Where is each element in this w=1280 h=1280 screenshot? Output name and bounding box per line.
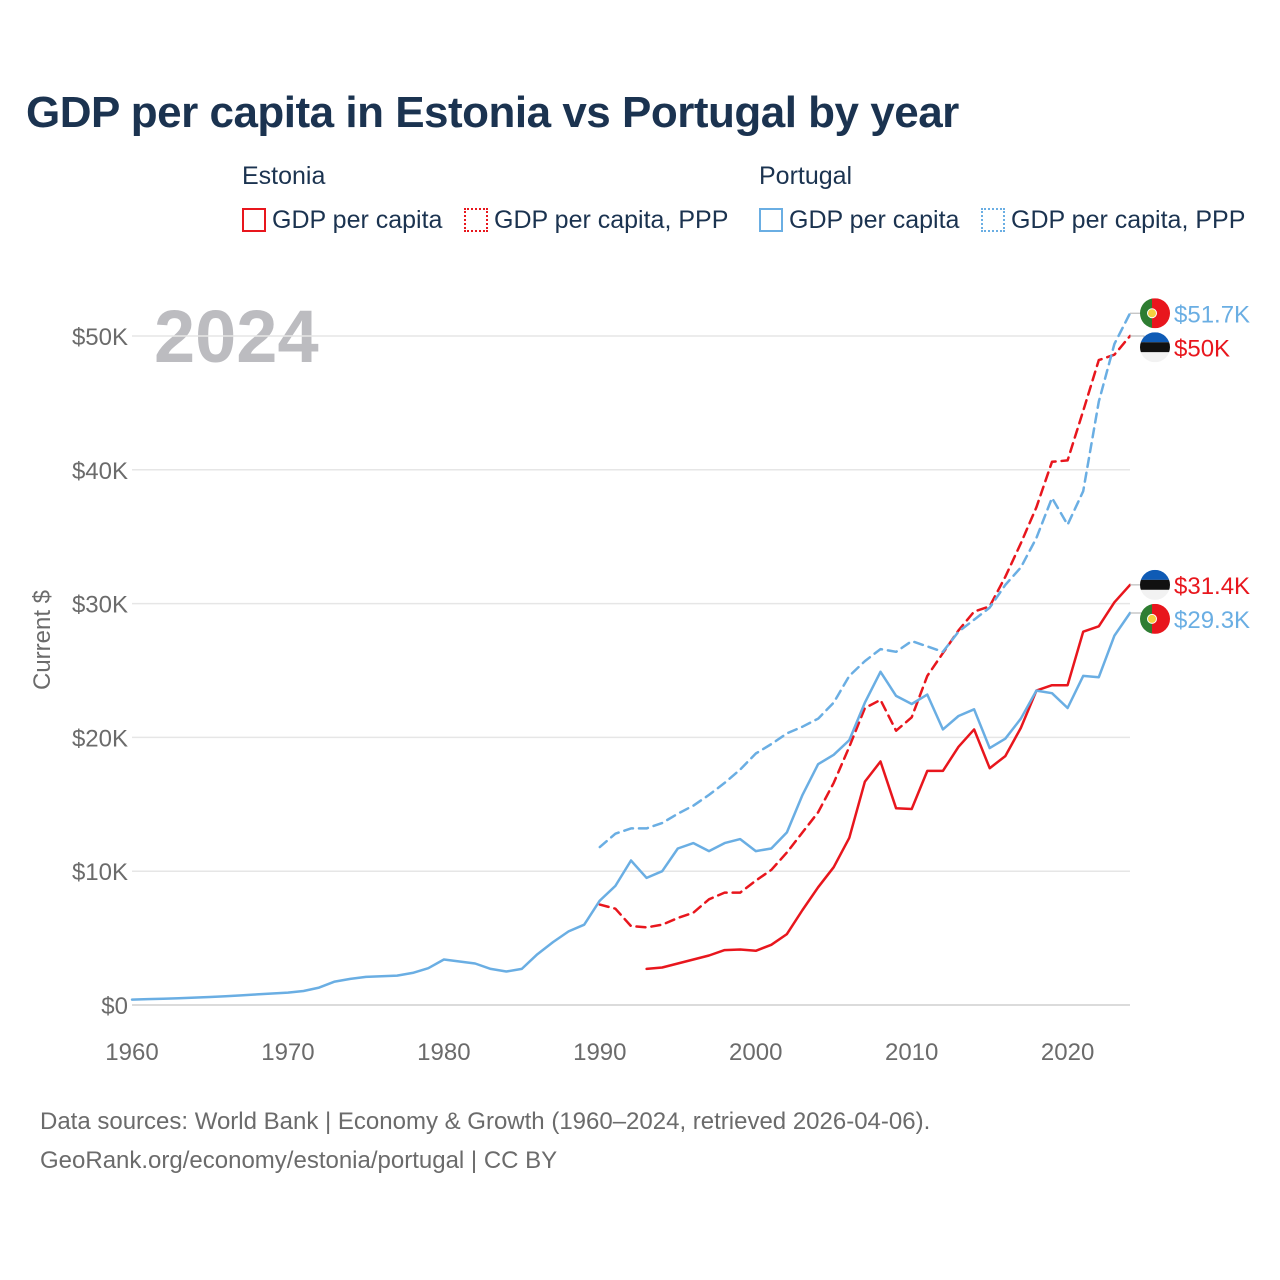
legend-item-estonia-gdp[interactable]: GDP per capita (242, 204, 442, 236)
flag-band-blue (1140, 332, 1170, 343)
flag-emblem (1147, 308, 1157, 319)
legend-item-portugal-ppp[interactable]: GDP per capita, PPP (981, 204, 1245, 236)
y-tick-label: $40K (72, 458, 128, 485)
x-tick-label: 1960 (105, 1039, 158, 1066)
flag-estonia-icon (1140, 569, 1170, 600)
x-tick-label: 2010 (885, 1039, 938, 1066)
flag-portugal-icon (1140, 298, 1170, 329)
flag-band-black (1140, 342, 1170, 353)
flag-portugal-icon (1140, 603, 1170, 634)
series-line (645, 583, 1132, 971)
line-chart: 2024 Current $ $0$10K$20K$30K$40K$50K 19… (29, 295, 1250, 1066)
y-tick-label: $30K (72, 592, 128, 619)
flag-band-green (1140, 603, 1152, 634)
chart-title: GDP per capita in Estonia vs Portugal by… (26, 88, 959, 137)
legend-label: GDP per capita (789, 205, 960, 234)
end-value-label: $29.3K (1174, 607, 1250, 634)
legend-swatch-dotted-red (464, 208, 488, 232)
y-tick-label: $10K (72, 859, 128, 886)
flag-band-white (1140, 589, 1170, 600)
series-line (598, 334, 1132, 929)
flag-estonia-icon (1140, 332, 1170, 363)
end-value-label: $31.4K (1174, 573, 1250, 600)
x-tick-label: 1980 (417, 1039, 470, 1066)
legend-label: GDP per capita, PPP (1011, 205, 1246, 234)
legend-estonia-title: Estonia (242, 162, 326, 190)
flag-band-red (1152, 298, 1170, 329)
flag-emblem (1147, 613, 1157, 624)
legend-label: GDP per capita (272, 205, 443, 234)
flag-band-white (1140, 352, 1170, 363)
legend-swatch-solid-red (242, 208, 266, 232)
legend-item-estonia-ppp[interactable]: GDP per capita, PPP (464, 204, 728, 236)
legend-swatch-solid-blue (759, 208, 783, 232)
x-tick-label: 2000 (729, 1039, 782, 1066)
y-tick-label: $50K (72, 324, 128, 351)
x-tick-label: 2020 (1041, 1039, 1094, 1066)
end-value-label: $51.7K (1174, 301, 1250, 328)
flag-band-red (1152, 603, 1170, 634)
footer-attribution[interactable]: GeoRank.org/economy/estonia/portugal | C… (40, 1147, 558, 1174)
flag-band-blue (1140, 569, 1170, 580)
y-tick-label: $0 (101, 993, 128, 1020)
footer-sources: Data sources: World Bank | Economy & Gro… (40, 1108, 931, 1135)
legend-item-portugal-gdp[interactable]: GDP per capita (759, 204, 959, 236)
legend-label: GDP per capita, PPP (494, 205, 729, 234)
series-line (130, 611, 1132, 1001)
legend-swatch-dotted-blue (981, 208, 1005, 232)
series-line (598, 312, 1132, 849)
flag-band-black (1140, 579, 1170, 590)
x-tick-label: 1990 (573, 1039, 626, 1066)
x-tick-label: 1970 (261, 1039, 314, 1066)
flag-band-green (1140, 298, 1152, 329)
legend-portugal-title: Portugal (759, 162, 853, 190)
y-axis-title: Current $ (29, 590, 56, 690)
end-value-label: $50K (1174, 335, 1230, 362)
y-tick-label: $20K (72, 725, 128, 752)
